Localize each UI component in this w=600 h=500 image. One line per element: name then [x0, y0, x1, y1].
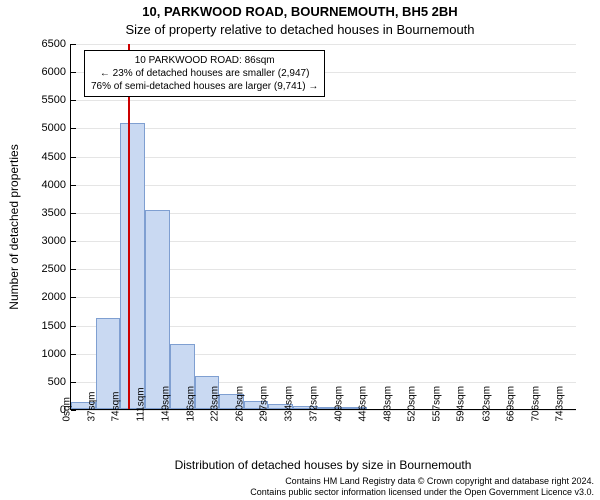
- y-tick: [71, 241, 76, 242]
- gridline: [71, 157, 576, 158]
- info-box-line: 10 PARKWOOD ROAD: 86sqm: [91, 54, 318, 67]
- info-box-line: 76% of semi-detached houses are larger (…: [91, 80, 318, 93]
- footer-line-2: Contains public sector information licen…: [250, 487, 594, 498]
- chart-subtitle: Size of property relative to detached ho…: [0, 22, 600, 37]
- gridline: [71, 100, 576, 101]
- gridline: [71, 410, 576, 411]
- address-title: 10, PARKWOOD ROAD, BOURNEMOUTH, BH5 2BH: [0, 4, 600, 19]
- attribution-footer: Contains HM Land Registry data © Crown c…: [250, 476, 594, 498]
- y-tick-label: 1500: [42, 320, 66, 332]
- y-tick: [71, 128, 76, 129]
- y-tick: [71, 382, 76, 383]
- reference-line: [128, 44, 130, 409]
- y-tick: [71, 297, 76, 298]
- x-axis-label: Distribution of detached houses by size …: [70, 458, 576, 472]
- y-tick-label: 5000: [42, 122, 66, 134]
- gridline: [71, 128, 576, 129]
- property-info-box: 10 PARKWOOD ROAD: 86sqm← 23% of detached…: [84, 50, 325, 97]
- y-tick: [71, 44, 76, 45]
- y-tick: [71, 326, 76, 327]
- y-tick: [71, 72, 76, 73]
- y-tick: [71, 213, 76, 214]
- info-box-line: ← 23% of detached houses are smaller (2,…: [91, 67, 318, 80]
- y-tick-label: 4000: [42, 179, 66, 191]
- histogram-plot: [70, 44, 576, 410]
- gridline: [71, 185, 576, 186]
- y-tick-label: 500: [48, 376, 66, 388]
- gridline: [71, 44, 576, 45]
- y-tick-label: 2000: [42, 291, 66, 303]
- y-tick-label: 6000: [42, 66, 66, 78]
- footer-line-1: Contains HM Land Registry data © Crown c…: [250, 476, 594, 487]
- y-tick-label: 3000: [42, 235, 66, 247]
- y-tick-label: 5500: [42, 94, 66, 106]
- y-tick: [71, 100, 76, 101]
- y-tick: [71, 185, 76, 186]
- y-tick-label: 2500: [42, 263, 66, 275]
- y-tick: [71, 269, 76, 270]
- y-tick: [71, 157, 76, 158]
- histogram-bar: [120, 123, 145, 409]
- y-tick-label: 3500: [42, 207, 66, 219]
- chart-page: 10, PARKWOOD ROAD, BOURNEMOUTH, BH5 2BH …: [0, 0, 600, 500]
- histogram-bar: [145, 210, 170, 409]
- y-tick-label: 6500: [42, 38, 66, 50]
- y-tick-label: 1000: [42, 348, 66, 360]
- y-tick-label: 4500: [42, 151, 66, 163]
- y-axis-label: Number of detached properties: [7, 144, 21, 309]
- y-tick: [71, 354, 76, 355]
